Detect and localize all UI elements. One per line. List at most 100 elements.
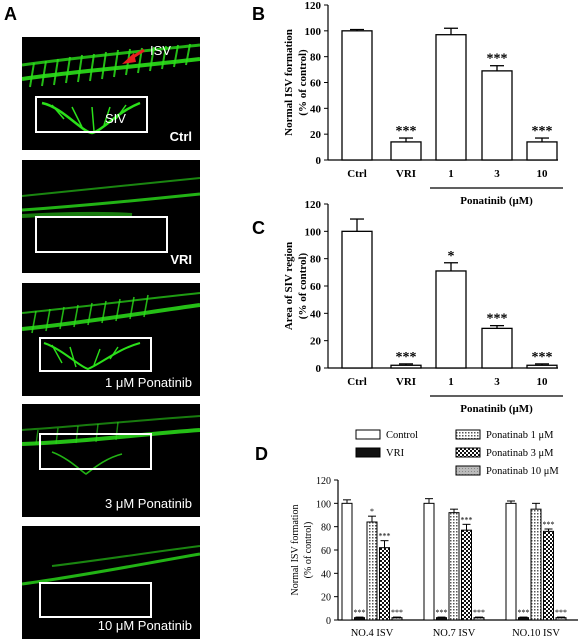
chart-b-category-label: 10 bbox=[537, 168, 549, 180]
chart-d-bar bbox=[530, 508, 542, 621]
chart-d-significance: *** bbox=[354, 608, 366, 617]
label-vri: VRI bbox=[170, 252, 192, 267]
chart-d-significance: *** bbox=[518, 608, 530, 617]
chart-d-bar bbox=[391, 617, 403, 621]
chart-c-category-label: 10 bbox=[537, 376, 549, 388]
chart-d-ytick-label: 20 bbox=[321, 593, 331, 604]
chart-c-category-label: VRI bbox=[396, 376, 416, 388]
chart-d-legend-label: Ponatinab 3 μM bbox=[486, 448, 554, 459]
chart-d-ytick-label: 100 bbox=[316, 499, 331, 510]
chart-d-ytick-label: 60 bbox=[321, 546, 331, 557]
chart-c-ytick-label: 0 bbox=[316, 363, 322, 375]
chart-d-ytick-label: 80 bbox=[321, 523, 331, 534]
chart-b-category-label: 3 bbox=[494, 168, 500, 180]
chart-d-bar bbox=[341, 502, 353, 621]
panel-letter-c: C bbox=[252, 218, 265, 238]
chart-d-ylabel: (% of control) bbox=[303, 522, 314, 579]
chart-d-significance: *** bbox=[555, 608, 567, 617]
panel-letter-a: A bbox=[4, 4, 17, 24]
chart-d-ytick-label: 40 bbox=[321, 569, 331, 580]
chart-d-bar bbox=[461, 529, 472, 621]
chart-c-ylabel: Area of SIV region bbox=[283, 242, 295, 330]
micrograph-ctrl: ISV SIV Ctrl bbox=[22, 37, 200, 150]
chart-b-bar bbox=[435, 34, 467, 161]
chart-b-bar bbox=[341, 30, 373, 161]
chart-b-bar bbox=[526, 141, 558, 161]
chart-c-bar bbox=[341, 230, 373, 369]
siv-label: SIV bbox=[105, 111, 126, 126]
chart-b-group-label: Ponatinib (μM) bbox=[460, 195, 533, 207]
label-10um: 10 μM Ponatinib bbox=[97, 618, 192, 633]
chart-b-ytick-label: 0 bbox=[316, 155, 322, 167]
chart-c-bar bbox=[390, 364, 422, 369]
chart-b-ytick-label: 100 bbox=[305, 26, 322, 38]
micrograph-10um-vessels bbox=[22, 545, 200, 618]
chart-d-legend-swatch bbox=[455, 447, 481, 458]
panel-letter-d: D bbox=[255, 444, 268, 464]
chart-c-category-label: Ctrl bbox=[347, 376, 367, 388]
chart-d-bar bbox=[366, 521, 378, 621]
chart-d-significance: *** bbox=[461, 515, 473, 524]
chart-d-legend-label: Ponatinab 1 μM bbox=[486, 430, 554, 441]
panel-letter-b: B bbox=[252, 4, 265, 24]
chart-b-ytick-label: 20 bbox=[310, 129, 322, 141]
chart-c-significance: *** bbox=[487, 312, 508, 327]
chart-d-bar bbox=[436, 617, 447, 621]
chart-d-bar bbox=[473, 617, 485, 621]
chart-d-bar bbox=[354, 617, 365, 621]
chart-d-significance: *** bbox=[379, 532, 391, 541]
chart-d-legend-label: Control bbox=[386, 430, 418, 441]
chart-b-ytick-label: 120 bbox=[305, 0, 322, 12]
chart-b-ytick-label: 60 bbox=[310, 78, 322, 90]
chart-c-ylabel: (% of control) bbox=[297, 252, 309, 319]
chart-d-bar bbox=[555, 617, 567, 621]
chart-b-ytick-label: 40 bbox=[310, 103, 322, 115]
chart-b-significance: *** bbox=[396, 124, 417, 139]
chart-d-legend-label: VRI bbox=[386, 448, 405, 459]
label-ctrl: Ctrl bbox=[169, 129, 192, 144]
chart-d-ylabel: Normal ISV formation bbox=[290, 505, 301, 596]
chart-c-significance: *** bbox=[532, 350, 553, 365]
chart-d-bar bbox=[543, 530, 554, 621]
chart-d-legend-swatch bbox=[455, 465, 481, 476]
chart-d-ytick-label: 120 bbox=[316, 476, 331, 487]
chart-b-ylabel: (% of control) bbox=[297, 49, 309, 116]
chart-b-bar bbox=[481, 70, 513, 161]
chart-d-significance: *** bbox=[473, 608, 485, 617]
chart-c-ytick-label: 20 bbox=[310, 336, 322, 348]
chart-d-category-label: NO.7 ISV bbox=[433, 628, 476, 639]
chart-c-ytick-label: 80 bbox=[310, 254, 322, 266]
chart-d-legend-swatch bbox=[455, 429, 481, 440]
chart-c-ytick-label: 120 bbox=[305, 199, 322, 211]
chart-b-category-label: VRI bbox=[396, 168, 416, 180]
chart-c-ytick-label: 60 bbox=[310, 281, 322, 293]
micrograph-3um-vessels bbox=[22, 415, 200, 475]
chart-d-bar bbox=[505, 502, 517, 621]
chart-c-significance: *** bbox=[396, 350, 417, 365]
chart-c-bar bbox=[481, 327, 513, 369]
chart-b-significance: *** bbox=[532, 124, 553, 139]
chart-d-bar bbox=[379, 547, 390, 621]
chart-d-significance: *** bbox=[436, 608, 448, 617]
chart-c-ytick-label: 40 bbox=[310, 308, 322, 320]
chart-d-significance: * bbox=[370, 507, 374, 516]
chart-d-bar bbox=[423, 502, 435, 621]
isv-label: ISV bbox=[150, 43, 171, 58]
chart-d-category-label: NO.10 ISV bbox=[512, 628, 560, 639]
chart-c-ytick-label: 100 bbox=[305, 226, 322, 238]
chart-d-significance: *** bbox=[391, 608, 403, 617]
chart-c-bar bbox=[526, 364, 558, 369]
chart-d-ytick-label: 0 bbox=[326, 616, 331, 627]
chart-b-category-label: Ctrl bbox=[347, 168, 367, 180]
chart-d-legend-label: Ponatinab 10 μM bbox=[486, 466, 559, 477]
chart-c-significance: * bbox=[448, 249, 455, 264]
chart-d-category-label: NO.4 ISV bbox=[351, 628, 394, 639]
chart-b-ylabel: Normal ISV formation bbox=[283, 29, 295, 136]
micrograph-1um-vessels bbox=[22, 292, 200, 372]
micrograph-vri-vessels bbox=[22, 177, 200, 253]
chart-b-category-label: 1 bbox=[448, 168, 454, 180]
chart-d-bar bbox=[448, 512, 460, 621]
micrograph-10um: 10 μM Ponatinib bbox=[22, 526, 200, 639]
micrograph-ctrl-vessels bbox=[22, 43, 200, 135]
